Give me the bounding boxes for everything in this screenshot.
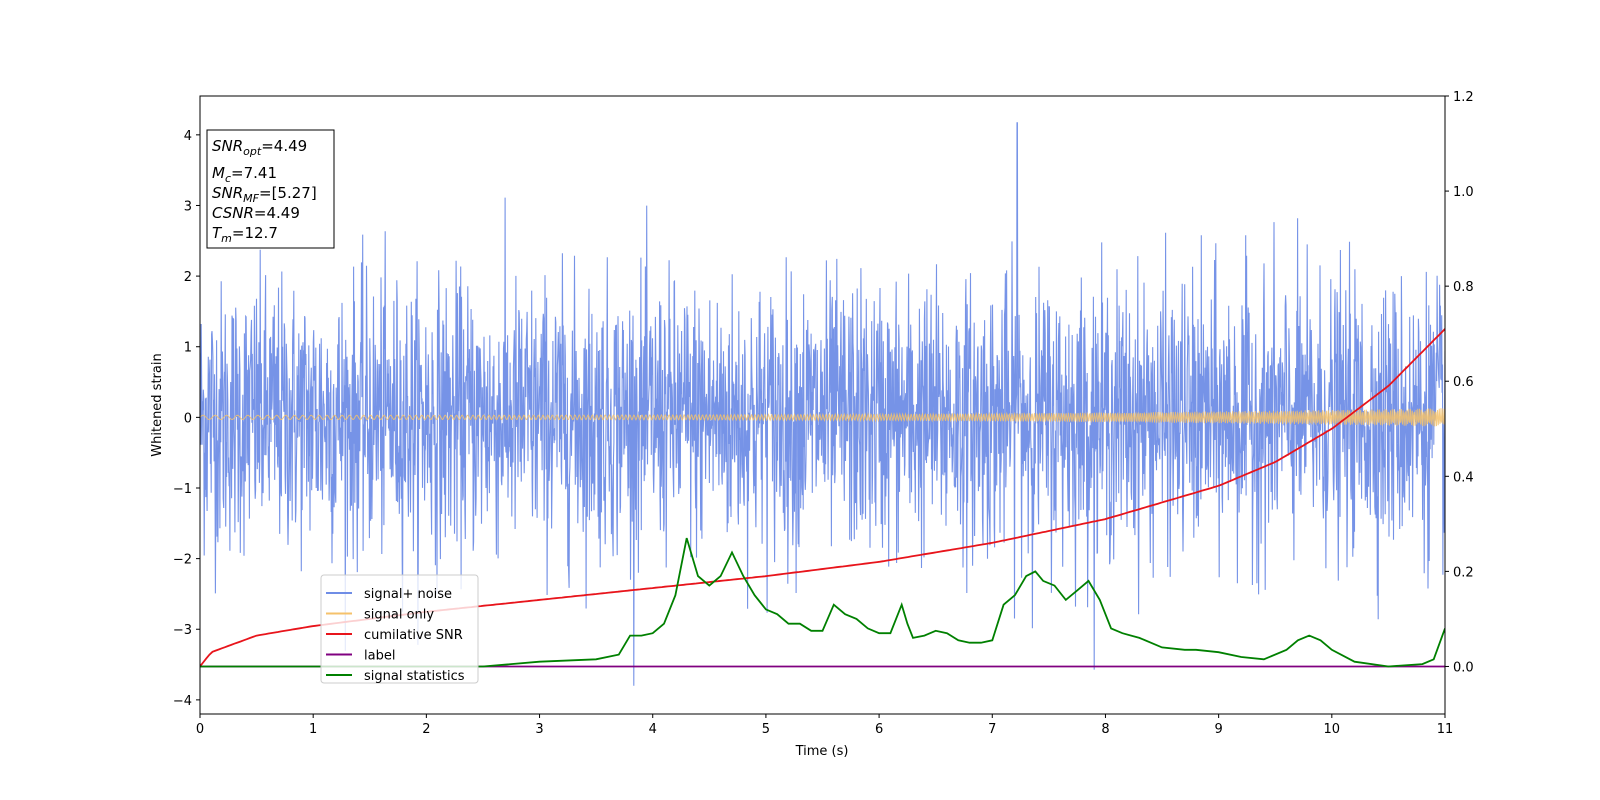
- y-tick-label: 2: [184, 270, 192, 285]
- x-tick-label: 10: [1324, 722, 1341, 737]
- annotation-mc: =7.41: [231, 164, 277, 182]
- svg-text:CSNR=4.49: CSNR=4.49: [212, 204, 300, 222]
- y-axis-left: 4 3 2 1 0 −1 −2 −3 −4: [173, 129, 200, 709]
- x-axis-label: Time (s): [795, 744, 849, 759]
- y-tick-label: −2: [173, 553, 192, 568]
- y-tick-label: 1: [184, 341, 192, 356]
- x-tick-label: 1: [309, 722, 317, 737]
- series-signal-statistics-line: [200, 537, 1445, 668]
- x-tick-label: 4: [649, 722, 657, 737]
- y-axis-right: 1.2 1.0 0.8 0.6 0.4 0.2 0.0: [1445, 90, 1474, 675]
- plot-frame: [199, 95, 1446, 715]
- y-axis-label: Whitened strain: [150, 353, 165, 456]
- annotation-snr-opt: =4.49: [261, 137, 307, 155]
- svg-text:SNRopt=4.49: SNRopt=4.49: [212, 137, 307, 158]
- y2-tick-label: 0.6: [1453, 375, 1474, 390]
- annotation-csnr: =4.49: [254, 204, 300, 222]
- x-tick-label: 0: [196, 722, 204, 737]
- y-tick-label: 0: [184, 411, 192, 426]
- y-tick-label: −1: [173, 482, 192, 497]
- annotation-snr-mf: =[5.27]: [259, 184, 317, 202]
- y-tick-label: −3: [173, 623, 192, 638]
- y-tick-label: 3: [184, 199, 192, 214]
- y2-tick-label: 0.4: [1453, 470, 1474, 485]
- x-tick-label: 3: [535, 722, 543, 737]
- x-tick-label: 5: [762, 722, 770, 737]
- legend-label: signal statistics: [364, 669, 465, 684]
- x-tick-label: 7: [988, 722, 996, 737]
- svg-text:Tm=12.7: Tm=12.7: [212, 224, 278, 245]
- x-tick-label: 2: [422, 722, 430, 737]
- legend-label: signal only: [364, 608, 434, 623]
- x-tick-label: 8: [1101, 722, 1109, 737]
- y2-tick-label: 1.2: [1453, 90, 1474, 105]
- svg-text:SNRMF=[5.27]: SNRMF=[5.27]: [212, 184, 317, 205]
- y2-tick-label: 1.0: [1453, 185, 1474, 200]
- x-tick-label: 6: [875, 722, 883, 737]
- series-signal-noise-line: [200, 122, 1445, 686]
- y-tick-label: 4: [184, 129, 192, 144]
- y-tick-label: −4: [173, 694, 192, 709]
- x-tick-label: 9: [1214, 722, 1222, 737]
- annotation-box: SNRopt=4.49 Mc=7.41 SNRMF=[5.27] CSNR=4.…: [206, 129, 335, 249]
- series-signal-only-line: [200, 408, 1445, 427]
- annotation-tm: =12.7: [232, 224, 278, 242]
- y2-tick-label: 0.0: [1453, 660, 1474, 675]
- svg-text:Mc=7.41: Mc=7.41: [212, 164, 277, 185]
- y2-tick-label: 0.2: [1453, 565, 1474, 580]
- x-axis: 0 1 2 3 4 5 6 7 8 9 10 11: [196, 714, 1453, 737]
- legend-label: signal+ noise: [364, 587, 452, 602]
- y2-tick-label: 0.8: [1453, 280, 1474, 295]
- legend-label: label: [364, 649, 395, 664]
- x-tick-label: 11: [1437, 722, 1454, 737]
- legend: signal+ noise signal only cumilative SNR la…: [320, 574, 479, 684]
- legend-label: cumilative SNR: [364, 628, 463, 643]
